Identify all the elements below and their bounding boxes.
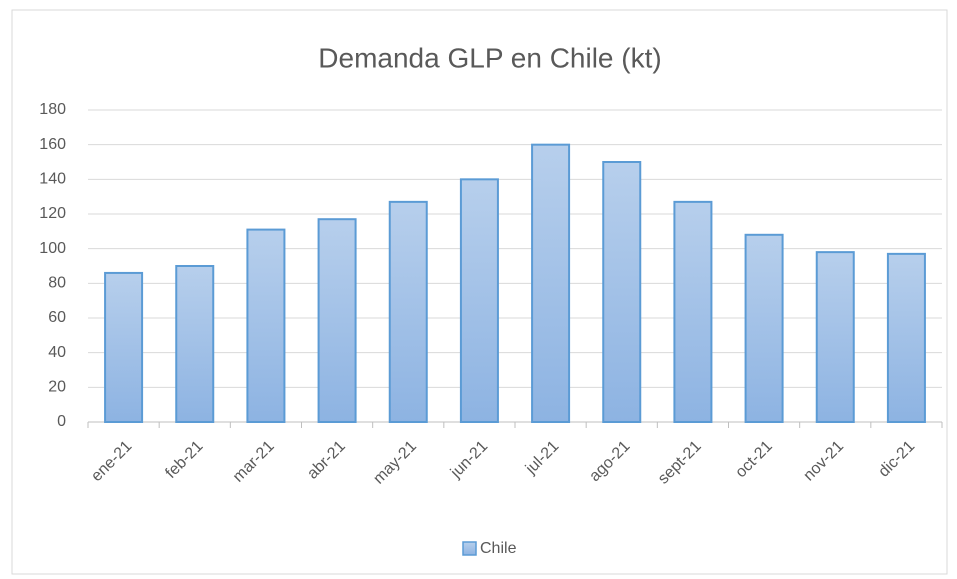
bar xyxy=(531,143,571,424)
bar xyxy=(175,265,215,423)
y-tick-label: 60 xyxy=(48,309,66,326)
y-tick-label: 180 xyxy=(39,101,66,118)
bar xyxy=(388,200,428,423)
y-tick-label: 100 xyxy=(39,240,66,257)
bar xyxy=(886,252,926,423)
bar xyxy=(673,200,713,423)
y-tick-label: 140 xyxy=(39,171,66,188)
legend-label: Chile xyxy=(480,540,517,557)
chart-title: Demanda GLP en Chile (kt) xyxy=(318,42,661,73)
y-tick-label: 0 xyxy=(57,413,66,430)
legend-swatch xyxy=(462,541,477,556)
bar xyxy=(317,218,357,423)
bar xyxy=(104,271,144,423)
bar xyxy=(815,251,855,423)
y-tick-label: 20 xyxy=(48,379,66,396)
y-tick-label: 40 xyxy=(48,344,66,361)
bar xyxy=(459,178,499,423)
y-tick-label: 80 xyxy=(48,275,66,292)
bar xyxy=(602,161,642,423)
y-tick-label: 160 xyxy=(39,136,66,153)
y-tick-label: 120 xyxy=(39,205,66,222)
bar xyxy=(744,233,784,423)
bar xyxy=(246,228,286,423)
